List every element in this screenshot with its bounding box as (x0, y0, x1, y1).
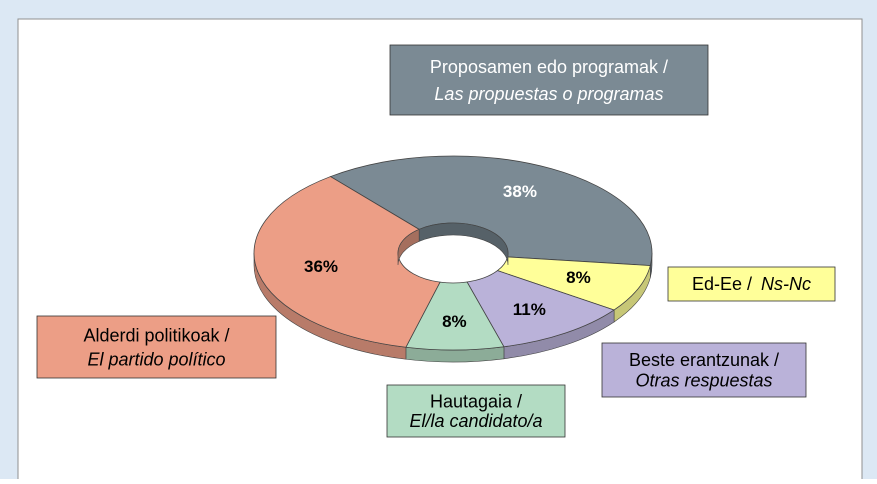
category-label-es: El partido político (87, 349, 225, 369)
hole (397, 222, 509, 266)
category-box (667, 266, 836, 302)
category-label-eu: Proposamen edo programak / (430, 57, 668, 77)
category-label-eu: Alderdi politikoak / (83, 325, 229, 345)
category-box (386, 384, 566, 438)
donut-tops (253, 155, 653, 351)
category-box (36, 315, 277, 379)
data-label: 36% (304, 257, 338, 276)
category-label: Ed-Ee / Ns-Nc (692, 274, 811, 294)
slice-inner-wall (418, 222, 509, 266)
labels: 38% 8% 11% 8% 36% Proposamen edo programak / L… (36, 44, 836, 438)
data-label: 38% (503, 182, 537, 201)
category-label-eu: Beste erantzunak / (629, 350, 779, 370)
category-label-es: Las propuestas o programas (434, 84, 663, 104)
category-label-eu: Ed-Ee / (692, 274, 757, 294)
donut-sides (253, 252, 653, 363)
category-label-es: El/la candidato/a (409, 411, 542, 431)
category-box (601, 342, 807, 398)
data-label: 8% (566, 268, 591, 287)
slice (253, 176, 441, 348)
category-label-eu: Hautagaia / (430, 391, 522, 411)
category-box (389, 44, 709, 116)
slice-inner-wall (397, 228, 420, 266)
category-label-es: Otras respuestas (635, 371, 772, 391)
slice (466, 270, 615, 348)
data-label: 8% (442, 312, 467, 331)
data-label: 11% (513, 300, 546, 319)
category-label-es: Ns-Nc (761, 274, 811, 294)
